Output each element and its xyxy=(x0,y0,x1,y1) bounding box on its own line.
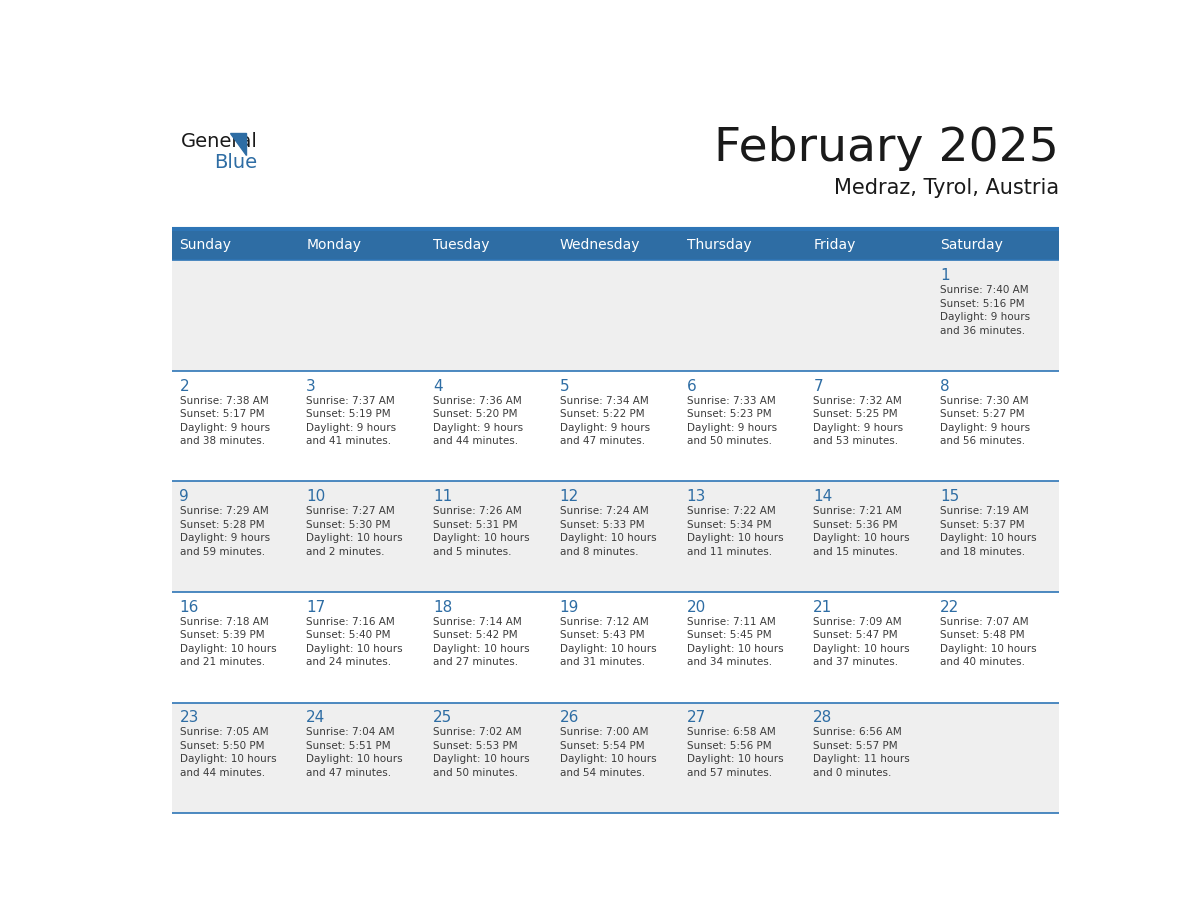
Text: 23: 23 xyxy=(179,711,198,725)
Bar xyxy=(172,592,1060,702)
Text: Saturday: Saturday xyxy=(940,238,1003,252)
Bar xyxy=(805,230,933,261)
Text: Blue: Blue xyxy=(214,153,258,173)
Text: 7: 7 xyxy=(814,378,823,394)
Text: 6: 6 xyxy=(687,378,696,394)
Bar xyxy=(298,230,425,261)
Text: Sunrise: 7:04 AM
Sunset: 5:51 PM
Daylight: 10 hours
and 47 minutes.: Sunrise: 7:04 AM Sunset: 5:51 PM Dayligh… xyxy=(307,727,403,778)
Text: Thursday: Thursday xyxy=(687,238,751,252)
Text: Friday: Friday xyxy=(814,238,855,252)
Text: 10: 10 xyxy=(307,489,326,504)
Text: 28: 28 xyxy=(814,711,833,725)
Text: 20: 20 xyxy=(687,599,706,615)
Text: Sunrise: 7:05 AM
Sunset: 5:50 PM
Daylight: 10 hours
and 44 minutes.: Sunrise: 7:05 AM Sunset: 5:50 PM Dayligh… xyxy=(179,727,276,778)
Text: 1: 1 xyxy=(940,268,949,283)
Text: 14: 14 xyxy=(814,489,833,504)
Bar xyxy=(172,371,1060,481)
Text: 4: 4 xyxy=(434,378,443,394)
Text: 27: 27 xyxy=(687,711,706,725)
Text: Sunrise: 6:58 AM
Sunset: 5:56 PM
Daylight: 10 hours
and 57 minutes.: Sunrise: 6:58 AM Sunset: 5:56 PM Dayligh… xyxy=(687,727,783,778)
Bar xyxy=(172,230,298,261)
Text: 25: 25 xyxy=(434,711,453,725)
Text: Sunrise: 6:56 AM
Sunset: 5:57 PM
Daylight: 11 hours
and 0 minutes.: Sunrise: 6:56 AM Sunset: 5:57 PM Dayligh… xyxy=(814,727,910,778)
Text: General: General xyxy=(181,131,258,151)
Text: Sunrise: 7:16 AM
Sunset: 5:40 PM
Daylight: 10 hours
and 24 minutes.: Sunrise: 7:16 AM Sunset: 5:40 PM Dayligh… xyxy=(307,617,403,667)
Text: 12: 12 xyxy=(560,489,579,504)
Text: Monday: Monday xyxy=(307,238,361,252)
Bar xyxy=(678,230,805,261)
Text: 3: 3 xyxy=(307,378,316,394)
Text: Medraz, Tyrol, Austria: Medraz, Tyrol, Austria xyxy=(834,178,1060,198)
Text: Sunrise: 7:21 AM
Sunset: 5:36 PM
Daylight: 10 hours
and 15 minutes.: Sunrise: 7:21 AM Sunset: 5:36 PM Dayligh… xyxy=(814,506,910,557)
Polygon shape xyxy=(229,133,246,155)
Text: Sunrise: 7:22 AM
Sunset: 5:34 PM
Daylight: 10 hours
and 11 minutes.: Sunrise: 7:22 AM Sunset: 5:34 PM Dayligh… xyxy=(687,506,783,557)
Text: Sunrise: 7:34 AM
Sunset: 5:22 PM
Daylight: 9 hours
and 47 minutes.: Sunrise: 7:34 AM Sunset: 5:22 PM Dayligh… xyxy=(560,396,650,446)
Text: 13: 13 xyxy=(687,489,706,504)
Text: Sunrise: 7:40 AM
Sunset: 5:16 PM
Daylight: 9 hours
and 36 minutes.: Sunrise: 7:40 AM Sunset: 5:16 PM Dayligh… xyxy=(940,285,1030,336)
Text: 8: 8 xyxy=(940,378,949,394)
Text: Sunrise: 7:00 AM
Sunset: 5:54 PM
Daylight: 10 hours
and 54 minutes.: Sunrise: 7:00 AM Sunset: 5:54 PM Dayligh… xyxy=(560,727,657,778)
Text: Sunrise: 7:32 AM
Sunset: 5:25 PM
Daylight: 9 hours
and 53 minutes.: Sunrise: 7:32 AM Sunset: 5:25 PM Dayligh… xyxy=(814,396,903,446)
Text: 21: 21 xyxy=(814,599,833,615)
Text: Sunrise: 7:37 AM
Sunset: 5:19 PM
Daylight: 9 hours
and 41 minutes.: Sunrise: 7:37 AM Sunset: 5:19 PM Dayligh… xyxy=(307,396,397,446)
Text: 19: 19 xyxy=(560,599,580,615)
Text: 24: 24 xyxy=(307,711,326,725)
Text: Wednesday: Wednesday xyxy=(560,238,640,252)
Text: Sunrise: 7:11 AM
Sunset: 5:45 PM
Daylight: 10 hours
and 34 minutes.: Sunrise: 7:11 AM Sunset: 5:45 PM Dayligh… xyxy=(687,617,783,667)
Text: Sunrise: 7:36 AM
Sunset: 5:20 PM
Daylight: 9 hours
and 44 minutes.: Sunrise: 7:36 AM Sunset: 5:20 PM Dayligh… xyxy=(434,396,523,446)
Text: 18: 18 xyxy=(434,599,453,615)
Text: Sunrise: 7:12 AM
Sunset: 5:43 PM
Daylight: 10 hours
and 31 minutes.: Sunrise: 7:12 AM Sunset: 5:43 PM Dayligh… xyxy=(560,617,657,667)
Text: Sunrise: 7:27 AM
Sunset: 5:30 PM
Daylight: 10 hours
and 2 minutes.: Sunrise: 7:27 AM Sunset: 5:30 PM Dayligh… xyxy=(307,506,403,557)
Text: 5: 5 xyxy=(560,378,569,394)
Bar xyxy=(172,702,1060,813)
Text: Tuesday: Tuesday xyxy=(434,238,489,252)
Text: 17: 17 xyxy=(307,599,326,615)
Text: Sunrise: 7:26 AM
Sunset: 5:31 PM
Daylight: 10 hours
and 5 minutes.: Sunrise: 7:26 AM Sunset: 5:31 PM Dayligh… xyxy=(434,506,530,557)
Text: 22: 22 xyxy=(940,599,960,615)
Text: 2: 2 xyxy=(179,378,189,394)
Text: 26: 26 xyxy=(560,711,580,725)
Text: 15: 15 xyxy=(940,489,960,504)
Bar xyxy=(425,230,552,261)
Text: Sunrise: 7:14 AM
Sunset: 5:42 PM
Daylight: 10 hours
and 27 minutes.: Sunrise: 7:14 AM Sunset: 5:42 PM Dayligh… xyxy=(434,617,530,667)
Text: Sunrise: 7:24 AM
Sunset: 5:33 PM
Daylight: 10 hours
and 8 minutes.: Sunrise: 7:24 AM Sunset: 5:33 PM Dayligh… xyxy=(560,506,657,557)
Text: Sunrise: 7:29 AM
Sunset: 5:28 PM
Daylight: 9 hours
and 59 minutes.: Sunrise: 7:29 AM Sunset: 5:28 PM Dayligh… xyxy=(179,506,270,557)
Bar xyxy=(933,230,1060,261)
Text: Sunrise: 7:33 AM
Sunset: 5:23 PM
Daylight: 9 hours
and 50 minutes.: Sunrise: 7:33 AM Sunset: 5:23 PM Dayligh… xyxy=(687,396,777,446)
Text: February 2025: February 2025 xyxy=(714,126,1060,171)
Text: Sunrise: 7:38 AM
Sunset: 5:17 PM
Daylight: 9 hours
and 38 minutes.: Sunrise: 7:38 AM Sunset: 5:17 PM Dayligh… xyxy=(179,396,270,446)
Bar xyxy=(172,481,1060,592)
Text: Sunrise: 7:09 AM
Sunset: 5:47 PM
Daylight: 10 hours
and 37 minutes.: Sunrise: 7:09 AM Sunset: 5:47 PM Dayligh… xyxy=(814,617,910,667)
Text: Sunrise: 7:18 AM
Sunset: 5:39 PM
Daylight: 10 hours
and 21 minutes.: Sunrise: 7:18 AM Sunset: 5:39 PM Dayligh… xyxy=(179,617,276,667)
Text: Sunrise: 7:07 AM
Sunset: 5:48 PM
Daylight: 10 hours
and 40 minutes.: Sunrise: 7:07 AM Sunset: 5:48 PM Dayligh… xyxy=(940,617,1037,667)
Bar xyxy=(552,230,678,261)
Text: Sunday: Sunday xyxy=(179,238,232,252)
Bar xyxy=(172,261,1060,371)
Text: 9: 9 xyxy=(179,489,189,504)
Text: Sunrise: 7:02 AM
Sunset: 5:53 PM
Daylight: 10 hours
and 50 minutes.: Sunrise: 7:02 AM Sunset: 5:53 PM Dayligh… xyxy=(434,727,530,778)
Text: 11: 11 xyxy=(434,489,453,504)
Text: Sunrise: 7:19 AM
Sunset: 5:37 PM
Daylight: 10 hours
and 18 minutes.: Sunrise: 7:19 AM Sunset: 5:37 PM Dayligh… xyxy=(940,506,1037,557)
Text: 16: 16 xyxy=(179,599,198,615)
Text: Sunrise: 7:30 AM
Sunset: 5:27 PM
Daylight: 9 hours
and 56 minutes.: Sunrise: 7:30 AM Sunset: 5:27 PM Dayligh… xyxy=(940,396,1030,446)
